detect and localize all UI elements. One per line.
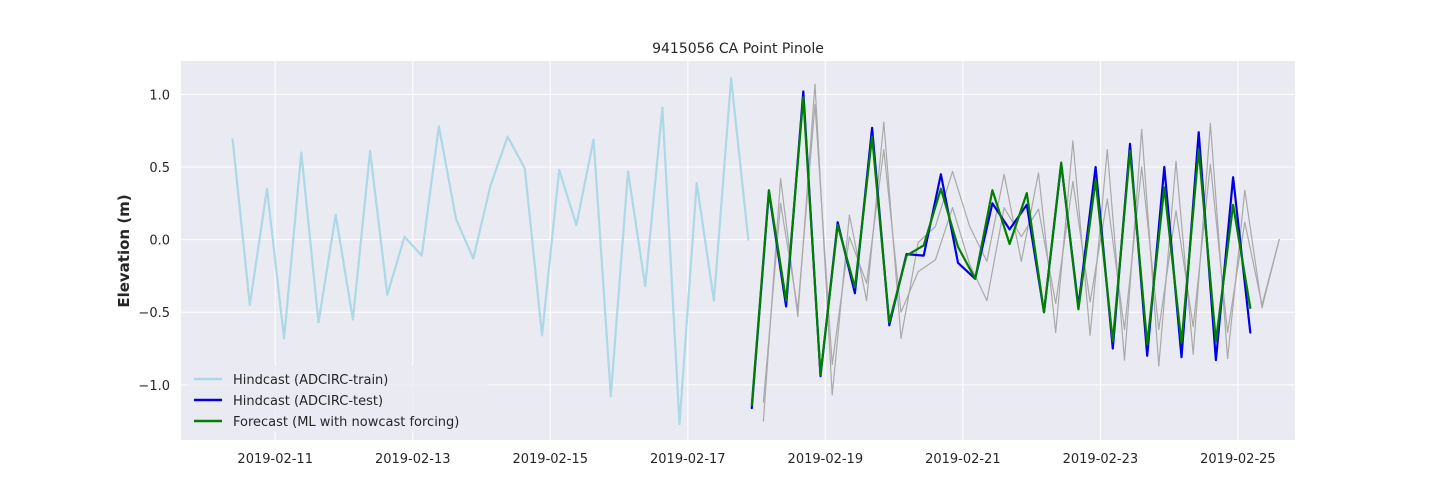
y-tick-label: 1.0: [149, 88, 170, 103]
y-tick-label: 0.5: [149, 161, 170, 176]
legend-entry: Forecast (ML with nowcast forcing): [233, 415, 459, 430]
x-tick-label: 2019-02-15: [512, 452, 588, 467]
legend-entry: Hindcast (ADCIRC-test): [233, 394, 383, 409]
y-axis-ticks: 1.0 0.5 0.0 −0.5 −1.0: [138, 88, 170, 393]
series-layer: [231, 77, 1280, 426]
x-tick-label: 2019-02-21: [925, 452, 1001, 467]
chart-title: 9415056 CA Point Pinole: [652, 41, 824, 57]
x-tick-label: 2019-02-13: [375, 452, 451, 467]
x-tick-label: 2019-02-17: [650, 452, 726, 467]
y-tick-label: −0.5: [138, 306, 170, 321]
x-tick-label: 2019-02-11: [237, 452, 313, 467]
x-tick-label: 2019-02-25: [1200, 452, 1276, 467]
x-tick-label: 2019-02-23: [1063, 452, 1139, 467]
series-line-4: [750, 96, 1252, 407]
y-tick-label: −1.0: [138, 379, 170, 394]
legend-box: [188, 366, 488, 432]
x-tick-label: 2019-02-19: [788, 452, 864, 467]
legend-entry: Hindcast (ADCIRC-train): [233, 373, 388, 388]
x-axis-ticks: 2019-02-11 2019-02-13 2019-02-15 2019-02-17…: [237, 452, 1275, 467]
y-tick-label: 0.0: [149, 234, 170, 249]
series-line-0: [231, 77, 750, 426]
legend: Hindcast (ADCIRC-train) Hindcast (ADCIRC-…: [188, 366, 488, 432]
series-line-2: [762, 103, 1280, 403]
y-axis-label: Elevation (m): [115, 194, 133, 307]
series-line-1: [762, 83, 1280, 422]
